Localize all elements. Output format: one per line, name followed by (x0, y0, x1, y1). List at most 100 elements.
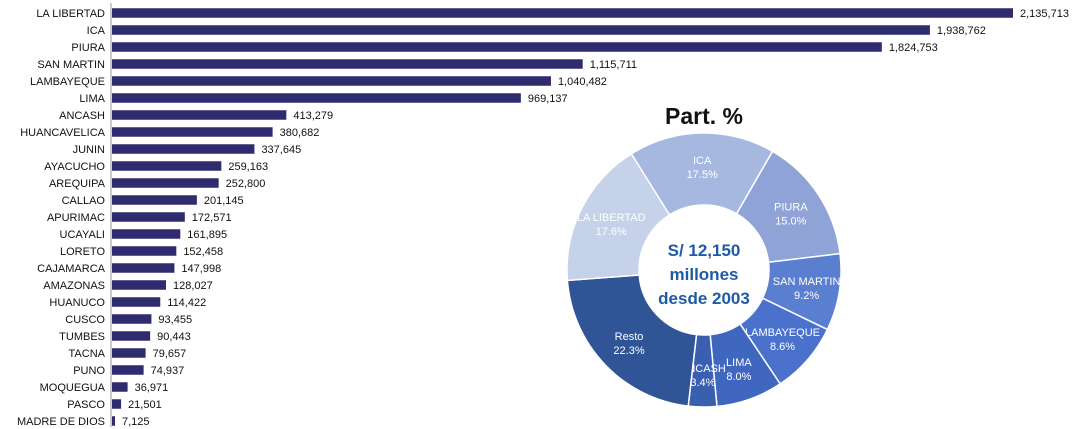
bar-category-label: PIURA (71, 42, 105, 54)
bar (112, 229, 181, 239)
donut-hole (640, 206, 768, 334)
bar (112, 314, 152, 324)
bar-category-label: PASCO (67, 399, 105, 411)
bar-category-label: UCAYALI (60, 229, 105, 241)
bar (112, 331, 151, 341)
bar-category-label: APURIMAC (47, 212, 105, 224)
bar (112, 144, 255, 154)
bar-value-label: 114,422 (167, 297, 206, 309)
bar-category-label: PUNO (73, 365, 105, 377)
bar (112, 263, 175, 273)
donut-slice (566, 152, 671, 282)
bar-value-label: 90,443 (157, 331, 191, 343)
bar (112, 365, 144, 375)
bar-value-label: 259,163 (228, 161, 268, 173)
donut-slice-percent: 3.4% (690, 377, 715, 389)
bar-category-label: ANCASH (59, 110, 105, 122)
bar (112, 212, 185, 222)
donut-slice-percent: 17.6% (596, 226, 627, 238)
bar-value-label: 172,571 (192, 212, 232, 224)
bar-category-label: HUANCAVELICA (20, 127, 105, 139)
bar (112, 280, 167, 290)
donut-slice-name: LIMA (726, 357, 752, 369)
bar-value-label: 1,115,711 (590, 59, 637, 71)
bar-value-label: 21,501 (128, 399, 162, 411)
bar (112, 348, 146, 358)
bar-value-label: 252,800 (226, 178, 266, 190)
bar-category-label: AREQUIPA (49, 178, 106, 190)
bar-value-label: 79,657 (153, 348, 187, 360)
donut-slice-name: Resto (615, 331, 644, 343)
pie-title: Part. % (665, 103, 743, 129)
donut-slice-name: LAMBAYEQUE (745, 327, 820, 339)
bar-value-label: 7,125 (122, 416, 150, 428)
bar-value-label: 1,824,753 (889, 42, 938, 54)
bar (112, 59, 583, 69)
bar (112, 161, 222, 171)
bar-value-label: 147,998 (181, 263, 221, 275)
donut-slice-name: ICA (693, 155, 712, 167)
bar-value-label: 1,938,762 (937, 25, 986, 37)
bar-value-label: 152,458 (183, 246, 223, 258)
bar (112, 8, 1013, 18)
donut-slice (566, 274, 698, 407)
donut-slice-percent: 17.5% (687, 169, 718, 181)
bar-category-label: CAJAMARCA (37, 263, 106, 275)
bar (112, 195, 197, 205)
donut-slice-name: LA LIBERTAD (577, 212, 646, 224)
bar-value-label: 413,279 (293, 110, 333, 122)
bar (112, 25, 930, 35)
bar-category-label: HUANUCO (49, 297, 105, 309)
donut-slice-percent: 15.0% (775, 216, 806, 228)
bar-category-label: AMAZONAS (43, 280, 105, 292)
donut-slice (735, 150, 841, 264)
bar-category-label: LAMBAYEQUE (30, 76, 105, 88)
bar-value-label: 337,645 (261, 144, 301, 156)
bar-value-label: 36,971 (135, 382, 169, 394)
bar-value-label: 380,682 (280, 127, 320, 139)
bar-category-label: SAN MARTIN (37, 59, 105, 71)
donut-slice-percent: 22.3% (613, 345, 644, 357)
bar (112, 127, 273, 137)
bar-value-label: 161,895 (187, 229, 227, 241)
bar-chart: LA LIBERTAD 2,135,713 ICA 1,938,762 PIURA 1,8… (17, 8, 1069, 428)
bar-value-label: 74,937 (151, 365, 185, 377)
bar-category-label: CUSCO (65, 314, 105, 326)
bar (112, 399, 122, 409)
donut-slice-percent: 8.6% (770, 341, 795, 353)
bar-value-label: 969,137 (528, 93, 568, 105)
bar-value-label: 201,145 (204, 195, 244, 207)
bar-category-label: MADRE DE DIOS (17, 416, 105, 428)
donut-slice-name: PIURA (774, 202, 808, 214)
bar (112, 382, 128, 392)
bar-value-label: 2,135,713 (1020, 8, 1069, 20)
donut-slice (630, 132, 774, 216)
bar (112, 110, 287, 120)
bar (112, 416, 116, 426)
bar-category-label: JUNIN (73, 144, 105, 156)
bar-value-label: 128,027 (173, 280, 213, 292)
donut-center-line-1: S/ 12,150 (668, 241, 741, 260)
bar (112, 76, 551, 86)
bar (112, 93, 521, 103)
donut-chart: PIURA 15.0% SAN MARTIN 9.2% LAMBAYEQUE 8.6% LI… (566, 132, 842, 408)
bar (112, 297, 161, 307)
bar-category-label: LIMA (79, 93, 105, 105)
bar-value-label: 93,455 (158, 314, 192, 326)
bar-category-label: CALLAO (62, 195, 106, 207)
bar (112, 42, 882, 52)
donut-center-line-3: desde 2003 (658, 289, 750, 308)
bar (112, 246, 177, 256)
bar-category-label: TACNA (69, 348, 106, 360)
bar-category-label: AYACUCHO (44, 161, 105, 173)
donut-slice-name: SAN MARTIN (773, 276, 841, 288)
donut-slice-percent: 9.2% (794, 290, 819, 302)
bar-category-label: LA LIBERTAD (36, 8, 105, 20)
bar (112, 178, 219, 188)
bar-category-label: LORETO (60, 246, 105, 258)
bar-category-label: TUMBES (59, 331, 105, 343)
bar-value-label: 1,040,482 (558, 76, 607, 88)
donut-center-line-2: millones (670, 265, 739, 284)
